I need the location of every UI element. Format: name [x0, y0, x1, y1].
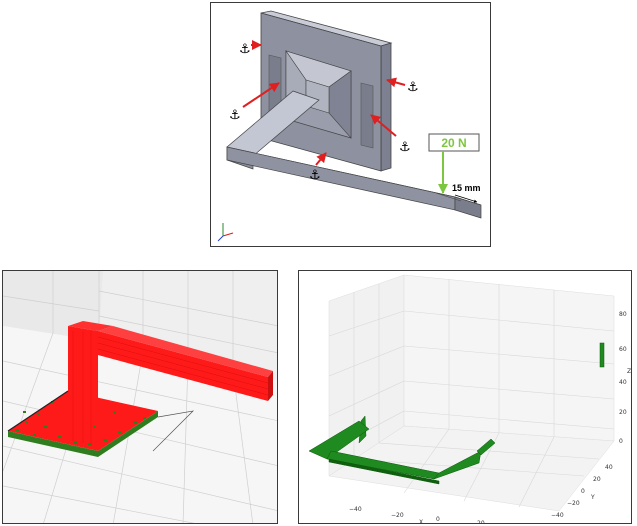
anchor-icon: ⚓ — [229, 108, 241, 123]
x-tick: 0 — [436, 516, 440, 523]
y-tick: 0 — [581, 488, 585, 495]
y-tick: 20 — [593, 476, 601, 483]
z-tick: 40 — [619, 379, 627, 386]
dimension-label: 15 mm — [452, 183, 481, 193]
y-tick: −20 — [567, 500, 580, 507]
y-tick: 40 — [605, 464, 613, 471]
z-tick: 80 — [619, 311, 627, 318]
z-axis-label: Z — [627, 368, 631, 375]
x-tick: 20 — [477, 520, 485, 524]
z-tick: 0 — [619, 438, 623, 445]
anchor-icon: ⚓ — [407, 80, 419, 95]
z-tick: 20 — [619, 409, 627, 416]
y-axis-ticks: 40 20 0 −20 −40 — [551, 464, 613, 519]
x-axis-label: X — [419, 519, 423, 524]
anchor-icon: ⚓ — [309, 168, 321, 183]
grid-lines — [328, 279, 615, 508]
anchor-icon: ⚓ — [399, 140, 411, 155]
back-plate — [260, 10, 393, 172]
x-tick: −20 — [391, 512, 404, 519]
z-axis-ticks: 80 60 40 20 0 — [619, 311, 627, 445]
cad-model-panel: ⚓ ⚓ ⚓ ⚓ ⚓ 20 N 15 mm — [210, 2, 491, 247]
mesh-plot-panel — [2, 270, 278, 524]
axis-triad-icon — [217, 223, 234, 242]
force-value: 20 N — [441, 136, 466, 150]
y-tick: −40 — [551, 512, 564, 519]
structure-mesh — [308, 342, 605, 485]
fixture-arrows — [242, 40, 406, 166]
l-shaped-arm — [226, 90, 482, 219]
y-axis-label: Y — [590, 494, 595, 501]
x-tick: −40 — [349, 506, 362, 513]
force-label: 20 N — [428, 133, 480, 152]
dimension-arrow — [454, 194, 478, 203]
3d-axes-plot: −40 −20 0 20 X 40 20 0 −20 −40 Y 80 60 4… — [299, 271, 631, 524]
mesh-plot — [3, 271, 277, 523]
anchor-icon: ⚓ — [239, 42, 251, 57]
x-axis-ticks: −40 −20 0 20 — [349, 506, 485, 524]
3d-axes-panel: −40 −20 0 20 X 40 20 0 −20 −40 Y 80 60 4… — [298, 270, 632, 524]
cad-model-drawing: ⚓ ⚓ ⚓ ⚓ ⚓ 20 N 15 mm — [217, 10, 482, 242]
deformed-structure — [7, 321, 273, 457]
z-tick: 60 — [619, 346, 627, 353]
